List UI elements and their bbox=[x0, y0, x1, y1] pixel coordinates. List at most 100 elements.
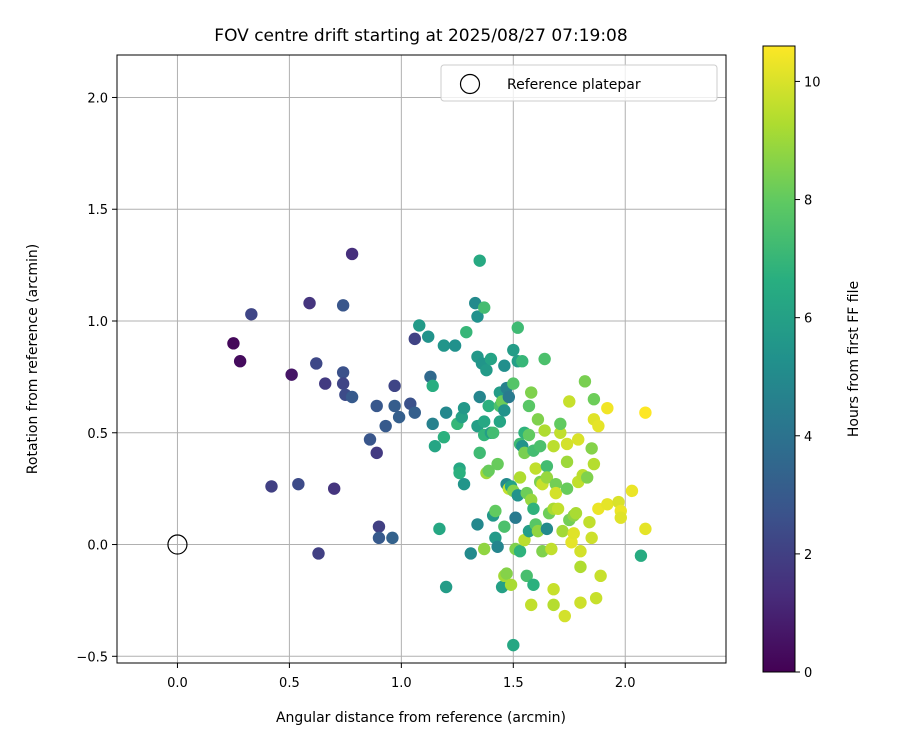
legend: Reference platepar bbox=[440, 64, 718, 102]
colorbar-gradient bbox=[763, 46, 795, 672]
scatter-point bbox=[583, 515, 596, 529]
scatter-point bbox=[370, 446, 383, 460]
scatter-point bbox=[601, 498, 614, 511]
scatter-point bbox=[500, 567, 513, 580]
scatter-point bbox=[504, 578, 518, 591]
scatter-point bbox=[522, 428, 536, 442]
scatter-point bbox=[327, 482, 341, 495]
scatter-point bbox=[439, 406, 453, 419]
scatter-point bbox=[547, 598, 560, 612]
scatter-point bbox=[460, 325, 473, 339]
scatter-point bbox=[540, 460, 554, 473]
scatter-point bbox=[388, 399, 401, 413]
y-tick-label: −0.5 bbox=[76, 650, 108, 665]
grid bbox=[117, 55, 726, 663]
scatter-point bbox=[625, 484, 639, 498]
scatter-point bbox=[457, 477, 471, 491]
scatter-point bbox=[551, 502, 565, 515]
scatter-point bbox=[310, 357, 323, 370]
scatter-point bbox=[379, 419, 392, 433]
y-tick-label: 0.0 bbox=[87, 539, 108, 554]
scatter-point bbox=[554, 426, 567, 439]
colorbar-tick-label: 6 bbox=[804, 312, 812, 327]
scatter-point bbox=[572, 433, 585, 446]
scatter-point bbox=[336, 366, 350, 379]
scatter-point bbox=[538, 424, 551, 437]
scatter-point bbox=[549, 477, 563, 491]
scatter-point bbox=[540, 522, 554, 536]
scatter-point bbox=[227, 337, 240, 350]
data-points bbox=[227, 247, 652, 652]
y-tick-label: 1.0 bbox=[87, 315, 108, 330]
y-tick-label: 1.5 bbox=[87, 203, 108, 218]
scatter-point bbox=[437, 339, 451, 352]
scatter-point bbox=[482, 399, 495, 413]
scatter-point bbox=[491, 457, 504, 471]
scatter-point bbox=[372, 531, 386, 545]
scatter-point bbox=[560, 482, 574, 495]
scatter-point bbox=[529, 462, 542, 475]
scatter-point bbox=[527, 502, 540, 515]
scatter-point bbox=[533, 439, 547, 453]
scatter-point bbox=[292, 477, 305, 491]
scatter-point bbox=[245, 308, 258, 321]
y-tick-label: 2.0 bbox=[87, 91, 108, 106]
scatter-point bbox=[303, 296, 316, 310]
scatter-point bbox=[433, 522, 446, 536]
colorbar-tick-label: 4 bbox=[804, 430, 812, 445]
scatter-point bbox=[545, 542, 558, 556]
scatter-point bbox=[426, 417, 439, 431]
scatter-point bbox=[560, 455, 574, 469]
scatter-point bbox=[448, 339, 462, 352]
y-axis-ticks: −0.5 0.0 0.5 1.0 1.5 2.0 bbox=[76, 91, 117, 665]
chart-title: FOV centre drift starting at 2025/08/27 … bbox=[214, 26, 627, 46]
scatter-point bbox=[511, 321, 524, 334]
scatter-point bbox=[408, 332, 421, 346]
scatter-point bbox=[592, 419, 605, 433]
scatter-point bbox=[587, 393, 601, 406]
scatter-point bbox=[493, 415, 507, 428]
colorbar-label: Hours from first FF file bbox=[846, 281, 862, 437]
scatter-point bbox=[372, 520, 386, 533]
scatter-point bbox=[639, 522, 652, 536]
reference-marker bbox=[167, 534, 188, 555]
scatter-point bbox=[482, 464, 495, 477]
scatter-point bbox=[540, 471, 554, 484]
scatter-point bbox=[507, 343, 520, 357]
scatter-point bbox=[531, 413, 545, 426]
scatter-point bbox=[386, 531, 399, 545]
scatter-point bbox=[486, 426, 500, 439]
scatter-point bbox=[345, 247, 359, 261]
x-tick-label: 1.5 bbox=[503, 676, 524, 691]
scatter-point bbox=[574, 596, 587, 609]
scatter-point bbox=[477, 542, 491, 556]
legend-box bbox=[440, 64, 718, 102]
scatter-point bbox=[312, 547, 325, 560]
scatter-point bbox=[489, 504, 502, 518]
scatter-point bbox=[574, 560, 587, 574]
scatter-point bbox=[408, 406, 421, 419]
x-tick-label: 2.0 bbox=[615, 676, 636, 691]
scatter-point bbox=[522, 399, 536, 413]
legend-entry-reference: Reference platepar bbox=[507, 77, 641, 93]
scatter-point bbox=[547, 583, 560, 596]
scatter-point bbox=[520, 569, 533, 583]
scatter-point bbox=[437, 431, 451, 444]
scatter-point bbox=[457, 401, 471, 415]
scatter-point bbox=[464, 547, 477, 560]
scatter-point bbox=[594, 569, 607, 583]
colorbar-ticks: 0 2 4 6 8 10 bbox=[795, 75, 821, 681]
scatter-point bbox=[507, 377, 520, 390]
scatter-point bbox=[525, 386, 538, 399]
scatter-point bbox=[554, 417, 567, 431]
scatter-point bbox=[578, 375, 592, 388]
scatter-point bbox=[498, 520, 511, 533]
scatter-point bbox=[413, 319, 426, 332]
scatter-point bbox=[589, 591, 603, 605]
scatter-point bbox=[587, 457, 601, 471]
scatter-point bbox=[477, 415, 491, 428]
scatter-point bbox=[614, 511, 627, 524]
scatter-point bbox=[471, 518, 484, 531]
scatter-point bbox=[233, 355, 247, 368]
